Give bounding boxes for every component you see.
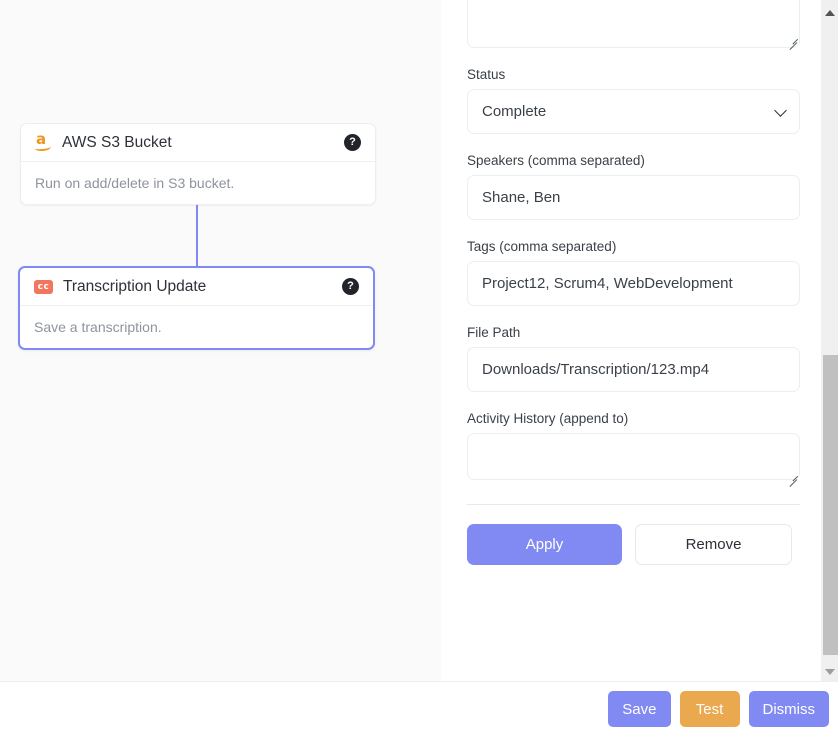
- field-label-status: Status: [467, 67, 506, 82]
- field-label-file-path: File Path: [467, 325, 521, 340]
- panel-divider: [467, 504, 800, 505]
- workflow-canvas[interactable]: a AWS S3 Bucket ? Run on add/delete in S…: [0, 0, 441, 681]
- chevron-up-icon: [825, 10, 835, 16]
- properties-form: Status Complete Speakers (comma separate…: [446, 0, 821, 681]
- scrollbar-thumb[interactable]: [823, 355, 838, 655]
- activity-history-input[interactable]: [467, 433, 800, 480]
- node-title: Transcription Update: [63, 277, 207, 295]
- footer-toolbar: Save Test Dismiss: [0, 681, 838, 735]
- remove-button[interactable]: Remove: [635, 524, 792, 565]
- help-icon[interactable]: ?: [342, 278, 359, 295]
- field-cut-off-textarea[interactable]: [467, 0, 800, 50]
- field-speakers: Speakers (comma separated): [467, 153, 800, 220]
- field-status: Status Complete: [467, 67, 800, 134]
- panel-scrollbar[interactable]: [821, 0, 838, 681]
- panel-action-buttons: Apply Remove: [467, 524, 800, 565]
- node-connector: [196, 200, 198, 270]
- amazon-a-icon: a: [34, 132, 52, 152]
- dismiss-button[interactable]: Dismiss: [748, 691, 829, 727]
- field-file-path: File Path: [467, 325, 800, 392]
- closed-captions-icon: cc: [34, 279, 53, 294]
- node-description: Run on add/delete in S3 bucket.: [35, 175, 235, 191]
- node-header: a AWS S3 Bucket ?: [21, 124, 375, 162]
- test-button[interactable]: Test: [679, 691, 740, 727]
- field-tags: Tags (comma separated): [467, 239, 800, 306]
- field-label-tags: Tags (comma separated): [467, 239, 617, 254]
- status-select[interactable]: Complete: [467, 89, 800, 134]
- workflow-node-aws-s3-bucket[interactable]: a AWS S3 Bucket ? Run on add/delete in S…: [20, 123, 376, 205]
- field-activity-history: Activity History (append to): [467, 411, 800, 487]
- field-label-speakers: Speakers (comma separated): [467, 153, 645, 168]
- scrollbar-up-button[interactable]: [822, 4, 838, 21]
- workflow-node-transcription-update[interactable]: cc Transcription Update ? Save a transcr…: [18, 266, 375, 350]
- help-icon[interactable]: ?: [344, 134, 361, 151]
- node-header: cc Transcription Update ?: [20, 268, 373, 306]
- speakers-input[interactable]: [467, 175, 800, 220]
- footer-buttons: Save Test Dismiss: [608, 691, 829, 727]
- node-description: Save a transcription.: [34, 319, 162, 335]
- save-button[interactable]: Save: [608, 691, 671, 727]
- file-path-input[interactable]: [467, 347, 800, 392]
- node-properties-panel: Status Complete Speakers (comma separate…: [446, 0, 838, 681]
- field-label-activity-history: Activity History (append to): [467, 411, 629, 426]
- cut-off-textarea-input[interactable]: [467, 0, 800, 48]
- tags-input[interactable]: [467, 261, 800, 306]
- apply-button[interactable]: Apply: [467, 524, 622, 565]
- scrollbar-down-button[interactable]: [822, 663, 838, 680]
- chevron-down-icon: [825, 669, 835, 675]
- node-title: AWS S3 Bucket: [62, 133, 172, 151]
